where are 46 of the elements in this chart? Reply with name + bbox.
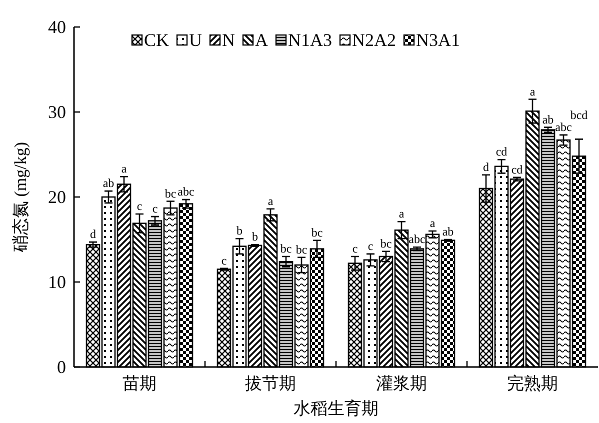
data-label: bc (296, 242, 308, 256)
data-label: abc (178, 184, 194, 199)
data-label: b (236, 224, 242, 238)
data-label: bc (380, 236, 392, 250)
legend-label: U (189, 30, 202, 50)
x-tick-label: 拔节期 (245, 374, 296, 393)
y-tick-label: 40 (48, 17, 66, 37)
data-label: a (121, 162, 128, 176)
legend-label: N1A3 (288, 30, 332, 50)
data-label: b (252, 230, 258, 244)
data-label: bc (164, 186, 176, 200)
data-label: c (352, 242, 358, 256)
data-label: ab (542, 112, 554, 126)
y-tick-label: 10 (48, 272, 66, 292)
data-label: bc (311, 225, 323, 240)
y-tick-label: 30 (48, 102, 66, 122)
data-label: abc (408, 232, 426, 246)
legend-label: A (255, 30, 268, 50)
data-label: a (268, 194, 274, 208)
data-label: c (221, 253, 227, 268)
y-tick-label: 20 (48, 187, 66, 207)
data-label: ab (442, 224, 454, 238)
data-label: ab (102, 176, 114, 190)
x-tick-label: 灌浆期 (376, 374, 427, 393)
data-label: c (368, 238, 374, 253)
y-tick-label: 0 (57, 357, 66, 377)
data-label: a (530, 84, 536, 98)
data-label: c (152, 202, 158, 216)
data-label: d (483, 160, 489, 174)
data-label: a (398, 206, 405, 221)
data-label: bcd (570, 108, 588, 122)
legend-label: CK (144, 30, 170, 50)
y-axis-title: 硝态氮 (mg/kg) (11, 142, 30, 254)
data-label: bc (280, 242, 292, 256)
data-label: d (90, 227, 96, 242)
legend-label: N (222, 30, 236, 50)
x-axis-title: 水稻生育期 (294, 399, 378, 418)
data-label: a (430, 216, 436, 230)
legend-label: N2A2 (352, 30, 396, 50)
legend-label: N3A1 (416, 30, 460, 50)
data-label: abc (555, 120, 572, 134)
data-label: c (136, 199, 142, 213)
x-tick-label: 苗期 (122, 374, 156, 393)
data-label: cd (496, 144, 508, 159)
data-label: cd (511, 162, 523, 176)
x-tick-label: 完熟期 (507, 374, 558, 393)
